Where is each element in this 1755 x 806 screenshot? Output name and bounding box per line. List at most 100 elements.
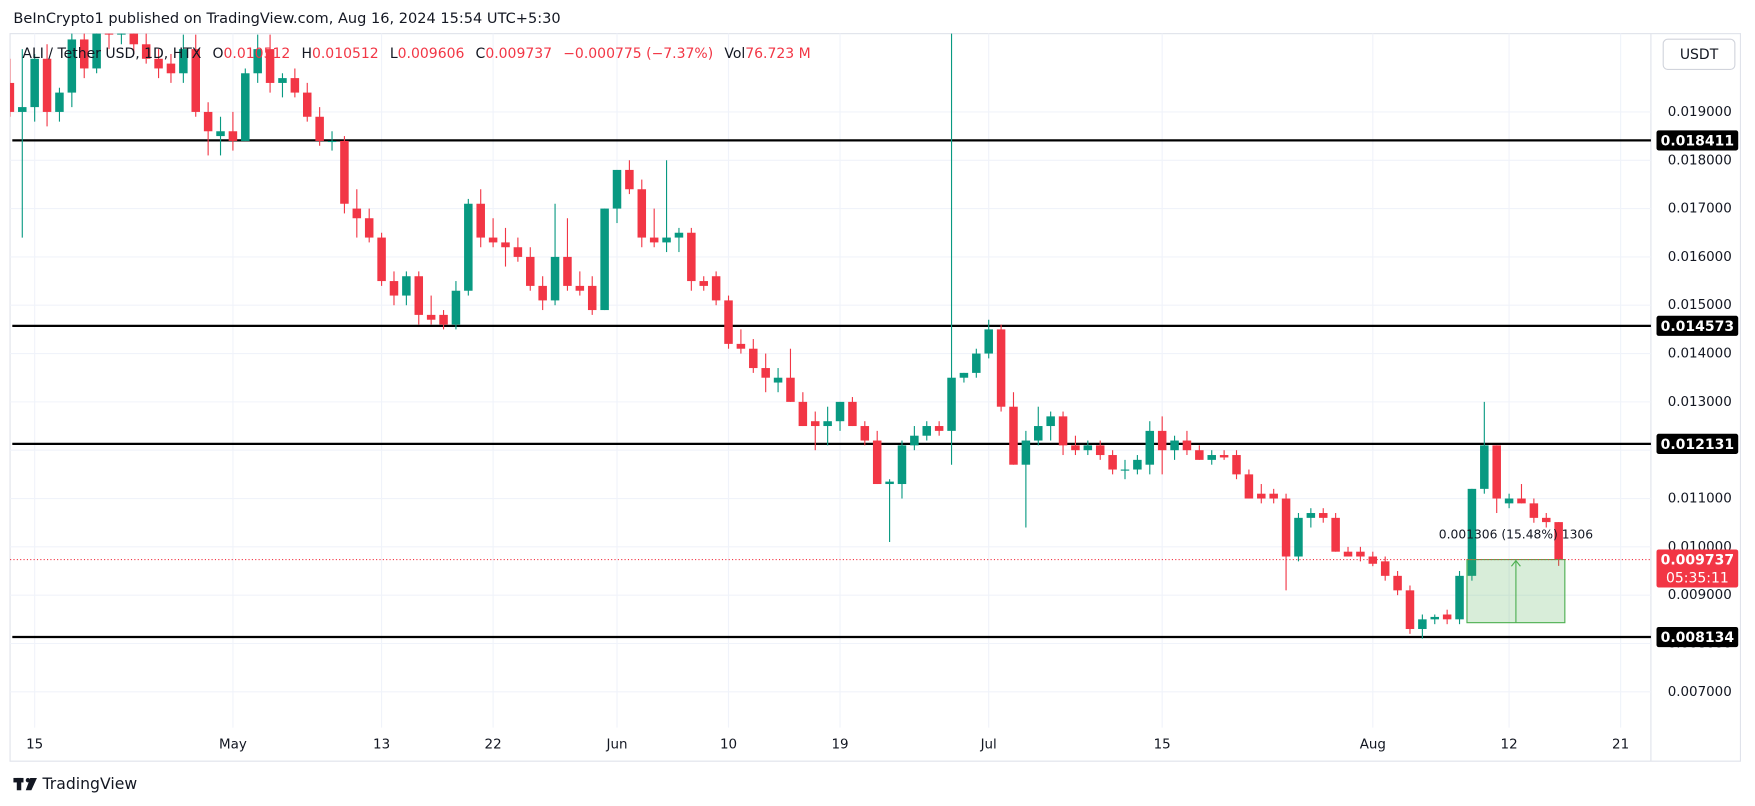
candle-body (92, 33, 101, 69)
candle-body (1517, 498, 1526, 504)
legend-high: 0.010512 (312, 46, 379, 62)
level-box (1656, 130, 1739, 151)
candle-body (1219, 455, 1229, 458)
candle-body (179, 49, 188, 74)
candle-body (773, 377, 783, 383)
y-tick-label: 0.014000 (1668, 347, 1732, 362)
legend-vol-label: Vol (724, 46, 745, 62)
candle-body (364, 218, 374, 238)
countdown: 05:35:11 (1666, 571, 1729, 587)
candle-body (922, 426, 932, 436)
candle-body (947, 377, 956, 431)
level-box (1656, 626, 1739, 648)
candle-body (1058, 416, 1068, 446)
candle-body (1343, 551, 1353, 557)
candle-body (1405, 590, 1415, 630)
candle-body (1318, 513, 1328, 518)
candle-body (290, 78, 300, 93)
candle-body (476, 203, 485, 238)
x-tick-label: Jul (980, 737, 997, 752)
legend: ALI / Tether USD, 1D, HTX O0.010512 H0.0… (22, 46, 810, 62)
candle-body (600, 208, 609, 311)
current-price-box (1656, 549, 1739, 588)
x-tick-label: May (219, 737, 247, 752)
candle-body (563, 256, 572, 286)
candle-body (625, 169, 634, 190)
published-line: BeInCrypto1 published on TradingView.com… (13, 10, 560, 27)
legend-o-label: O (213, 46, 224, 62)
footer-brand: TradingView (42, 774, 138, 793)
candle-body (724, 300, 733, 344)
x-tick-label: 15 (1154, 737, 1171, 752)
legend-close: 0.009737 (485, 46, 552, 62)
measure-arrowhead (1510, 559, 1521, 567)
candle-body (1331, 517, 1340, 552)
candle-body (1021, 440, 1031, 465)
candle-body (30, 58, 39, 108)
candle-body (934, 426, 944, 431)
candle-body (166, 63, 176, 74)
candle-body (612, 169, 622, 209)
candle-body (810, 421, 820, 427)
footer-logo (13, 777, 37, 791)
candle-body (1529, 503, 1539, 518)
candle-body (848, 401, 857, 427)
candle-body (154, 58, 163, 69)
candle-body (228, 131, 238, 141)
legend-c-label: C (476, 46, 486, 62)
candle-body (1269, 493, 1278, 499)
candle-body (42, 58, 52, 112)
candle-body (1133, 459, 1142, 470)
candle-body (897, 445, 907, 485)
candle-body (426, 314, 436, 320)
candle-body (1095, 445, 1105, 456)
candle-body (860, 426, 870, 441)
currency-label[interactable]: USDT (1680, 47, 1719, 63)
candle-body (464, 203, 473, 291)
candle-body (402, 276, 411, 296)
candle-body (141, 44, 151, 59)
currency-button[interactable] (1662, 38, 1736, 71)
x-tick-label: Aug (1360, 737, 1386, 752)
x-tick-label: 12 (1501, 737, 1518, 752)
candle-body (1195, 450, 1204, 460)
candle-body (315, 116, 324, 141)
candle-body (1083, 445, 1093, 451)
candle-body (253, 49, 262, 74)
candle-body (575, 285, 585, 291)
candle-body (996, 329, 1006, 407)
candle-body (699, 281, 708, 286)
x-tick-label: 10 (720, 737, 737, 752)
candle-body (265, 49, 275, 83)
y-tick-label: 0.009000 (1668, 588, 1732, 603)
candle-body (104, 33, 114, 35)
candle-body (1281, 498, 1291, 557)
candle-body (1120, 469, 1130, 471)
candle-body (637, 189, 647, 238)
y-tick-label: 0.017000 (1668, 202, 1732, 217)
current-price-label: 0.009737 (1661, 553, 1734, 569)
candle-body (1492, 445, 1501, 499)
y-tick-label: 0.015000 (1668, 298, 1732, 313)
candle-body (711, 276, 721, 301)
candle-body (191, 49, 200, 112)
y-tick-label: 0.011000 (1668, 492, 1732, 507)
candle-body (377, 237, 386, 282)
candle-body (302, 92, 312, 117)
candle-body (340, 140, 349, 204)
candle-body (550, 256, 560, 301)
candle-body (1306, 513, 1316, 518)
candle-body (1554, 522, 1563, 560)
legend-l-label: L (390, 46, 398, 62)
candle-body (439, 314, 448, 325)
levels (12, 139, 1651, 639)
y-tick-label: 0.013000 (1668, 395, 1732, 410)
candle-body (1257, 493, 1266, 499)
candle-body (587, 285, 597, 311)
candle-body (79, 39, 89, 69)
candle-body (1170, 440, 1179, 451)
candle-body (1368, 556, 1378, 564)
candle-body (1356, 551, 1365, 557)
level-label: 0.014573 (1661, 319, 1734, 335)
